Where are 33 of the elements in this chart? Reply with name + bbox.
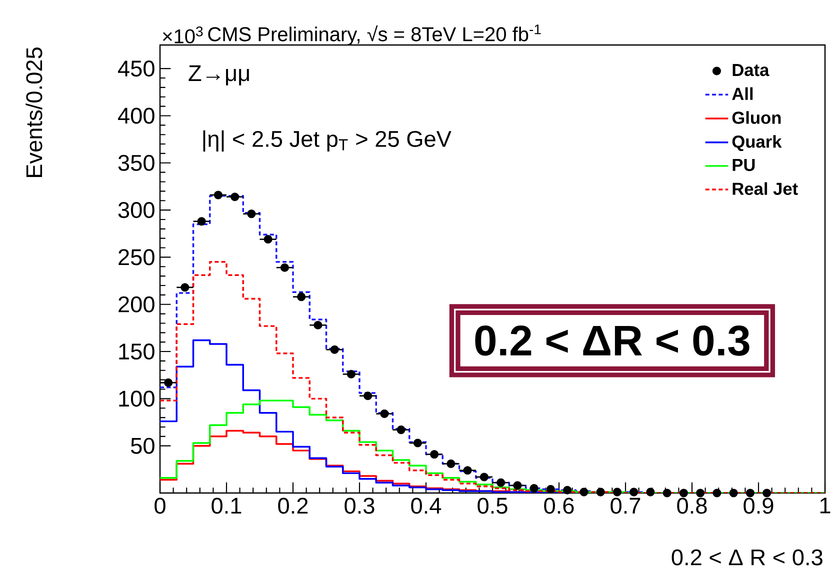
text: ×10$^{3}$: [162, 26, 203, 44]
y-tick-label: 200: [118, 296, 154, 312]
y-tick-label: 50: [130, 438, 154, 454]
y-tick-label: 300: [118, 202, 154, 218]
y-tick-label: 250: [118, 249, 154, 266]
legend-label: All: [732, 87, 753, 100]
y-tick-label: 350: [118, 154, 154, 171]
annotation: Z→μμ: [188, 65, 249, 86]
x-tick-label: 0: [154, 498, 166, 514]
y-tick-label: 100: [119, 390, 154, 407]
legend-label: PU: [732, 158, 755, 172]
annotation: 0.2 < ΔR < 0.3: [475, 326, 750, 356]
legend-label: Quark: [732, 135, 782, 152]
y-axis-title: Events/0.025: [26, 48, 42, 178]
x-tick-label: 1: [820, 498, 830, 514]
x-tick-label: 0.1: [212, 498, 242, 514]
legend-label: Gluon: [732, 111, 781, 124]
x-tick-label: 0.7: [610, 498, 640, 514]
legend-label: Data: [732, 64, 770, 76]
x-axis-title: 0.2 < Δ R < 0.3: [672, 549, 822, 566]
x-tick-label: 0.5: [478, 498, 508, 514]
x-tick-label: 0.9: [744, 498, 774, 514]
y-tick-label: 150: [119, 343, 154, 360]
x-tick-label: 0.2: [278, 498, 308, 514]
legend-label: Real Jet: [732, 182, 798, 195]
y-tick-label: 400: [118, 108, 154, 124]
x-tick-label: 0.8: [677, 498, 707, 514]
annotation: |η| < 2.5 Jet p$_{T}$ > 25 GeV: [203, 130, 452, 152]
chart-title: CMS Preliminary, √s = 8TeV L=20 fb$^{-1}$: [208, 24, 541, 46]
y-tick-label: 450: [118, 60, 154, 77]
x-tick-label: 0.4: [411, 498, 442, 514]
x-tick-label: 0.6: [544, 498, 574, 514]
x-tick-label: 0.3: [344, 498, 374, 514]
